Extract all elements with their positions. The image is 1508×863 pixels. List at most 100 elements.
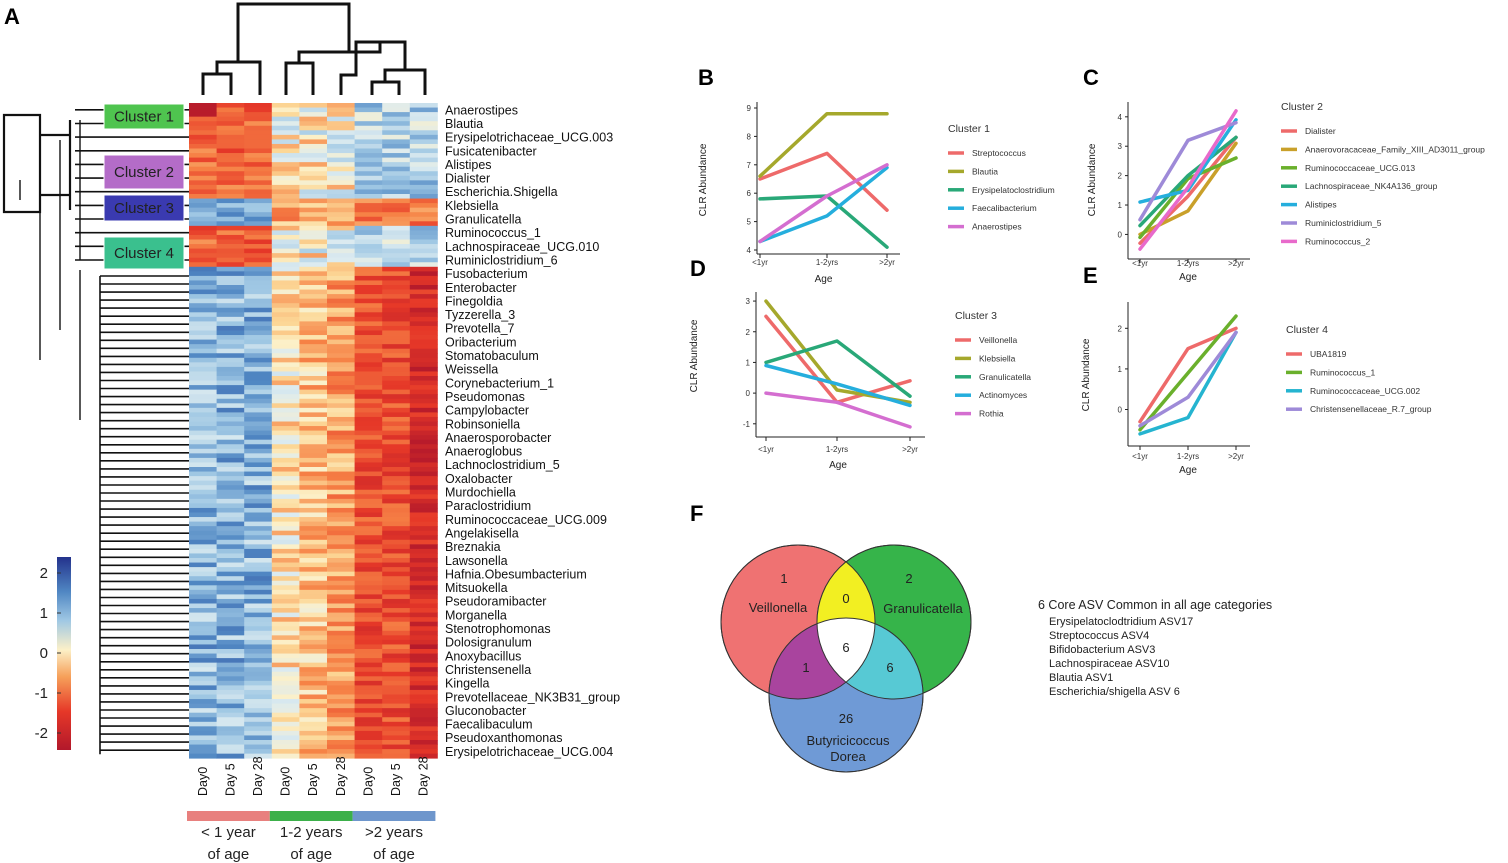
heatmap-cell bbox=[216, 280, 245, 286]
legend-title: Cluster 2 bbox=[1281, 101, 1323, 113]
heatmap-cell bbox=[409, 448, 438, 454]
taxon-label: Prevotellaceae_NK3B31_group bbox=[445, 690, 620, 704]
heatmap-cell bbox=[216, 630, 245, 636]
heatmap-cell bbox=[382, 562, 411, 568]
heatmap-cell bbox=[189, 312, 217, 318]
heatmap-cell bbox=[189, 285, 217, 290]
heatmap-cell bbox=[354, 457, 383, 463]
heatmap-cell bbox=[382, 253, 411, 259]
heatmap-cell bbox=[189, 362, 217, 368]
heatmap-cell bbox=[409, 603, 438, 609]
cluster-box bbox=[103, 154, 185, 190]
heatmap-cell bbox=[354, 166, 383, 172]
heatmap-cell bbox=[382, 453, 411, 459]
heatmap-cell bbox=[299, 162, 328, 168]
heatmap-cell bbox=[382, 203, 411, 209]
heatmap-cell bbox=[299, 198, 328, 204]
heatmap-cell bbox=[354, 562, 383, 568]
core-title: 6 Core ASV Common in all age categories bbox=[1038, 598, 1272, 612]
heatmap-cells bbox=[189, 103, 438, 759]
heatmap-cell bbox=[216, 740, 245, 745]
heatmap-cell bbox=[216, 166, 245, 172]
legend-label: Ruminococcaceae_UCG.013 bbox=[1305, 163, 1415, 173]
heatmap-cell bbox=[244, 166, 273, 172]
heatmap-cell bbox=[271, 230, 300, 236]
heatmap-cell bbox=[189, 239, 217, 245]
heatmap-cell bbox=[271, 244, 300, 249]
heatmap-cell bbox=[244, 735, 273, 741]
heatmap-cell bbox=[327, 526, 355, 532]
heatmap-cell bbox=[244, 753, 273, 759]
heatmap-cell bbox=[382, 262, 411, 268]
heatmap-cell bbox=[327, 198, 355, 204]
heatmap-cell bbox=[216, 103, 245, 108]
heatmap-cell bbox=[327, 535, 355, 541]
heatmap-cell bbox=[327, 471, 355, 477]
heatmap-cell bbox=[244, 558, 273, 563]
heatmap-cell bbox=[299, 321, 328, 327]
heatmap-cell bbox=[354, 125, 383, 131]
heatmap-cell bbox=[299, 257, 328, 263]
taxon-label: Erysipelotrichaceae_UCG.003 bbox=[445, 131, 613, 145]
heatmap-cell bbox=[189, 385, 217, 391]
heatmap-cell bbox=[271, 339, 300, 345]
heatmap-cell bbox=[409, 571, 438, 577]
heatmap-cell bbox=[327, 621, 355, 627]
heatmap-cell bbox=[409, 157, 438, 163]
heatmap-cell bbox=[216, 389, 245, 395]
heatmap-cell bbox=[354, 730, 383, 736]
heatmap-cell bbox=[244, 576, 273, 582]
heatmap-cell bbox=[409, 626, 438, 632]
heatmap-cell bbox=[216, 580, 245, 586]
heatmap-cell bbox=[189, 134, 217, 140]
heatmap-cell bbox=[271, 348, 300, 354]
heatmap-cell bbox=[299, 662, 328, 668]
heatmap-cell bbox=[327, 676, 355, 682]
heatmap-cell bbox=[409, 303, 438, 309]
heatmap-cell bbox=[327, 726, 355, 732]
heatmap-cell bbox=[244, 134, 273, 140]
age-group-label: of age bbox=[208, 846, 250, 863]
heatmap-cell bbox=[189, 421, 217, 427]
taxon-label: Ruminococcus_1 bbox=[445, 226, 541, 240]
x-tick-label: >2yr bbox=[902, 445, 918, 454]
heatmap-cell bbox=[244, 275, 273, 281]
heatmap-cell bbox=[327, 685, 355, 691]
heatmap-cell bbox=[244, 294, 273, 300]
legend-label: UBA1819 bbox=[1310, 349, 1347, 359]
heatmap-cell bbox=[271, 580, 300, 586]
heatmap-cell bbox=[409, 316, 438, 322]
heatmap-cell bbox=[354, 412, 383, 418]
heatmap-cell bbox=[299, 735, 328, 741]
heatmap-cell bbox=[244, 180, 273, 186]
heatmap-cell bbox=[271, 153, 300, 158]
legend-label: Dialister bbox=[1305, 126, 1336, 136]
heatmap-cell bbox=[189, 344, 217, 350]
heatmap-cell bbox=[271, 753, 300, 759]
heatmap-cell bbox=[409, 562, 438, 568]
heatmap-cell bbox=[327, 362, 355, 368]
line-chart-d: -1 0 1 2 3 <1yr 1-2yrs >2yr Age CLR Abundance Clus… bbox=[689, 292, 1031, 471]
heatmap-cell bbox=[244, 662, 273, 668]
y-tick-label: 0 bbox=[1118, 406, 1123, 415]
heatmap-cell bbox=[271, 166, 300, 172]
heatmap-cell bbox=[244, 512, 273, 518]
heatmap-cell bbox=[271, 171, 300, 177]
heatmap-cell bbox=[189, 221, 217, 227]
heatmap-cell bbox=[216, 544, 245, 550]
heatmap-cell bbox=[354, 740, 383, 745]
legend-title: Cluster 1 bbox=[948, 123, 990, 135]
heatmap-cell bbox=[244, 344, 273, 350]
heatmap-cell bbox=[327, 589, 355, 595]
heatmap-cell bbox=[299, 394, 328, 400]
heatmap-cell bbox=[327, 594, 355, 600]
legend-label: Anaerostipes bbox=[972, 222, 1022, 232]
heatmap-cell bbox=[244, 703, 273, 709]
heatmap-cell bbox=[327, 653, 355, 659]
heatmap-cell bbox=[299, 521, 328, 527]
heatmap-cell bbox=[216, 312, 245, 318]
heatmap-cell bbox=[216, 444, 245, 450]
heatmap-cell bbox=[299, 744, 328, 750]
heatmap-cell bbox=[354, 721, 383, 727]
heatmap-cell bbox=[354, 380, 383, 386]
